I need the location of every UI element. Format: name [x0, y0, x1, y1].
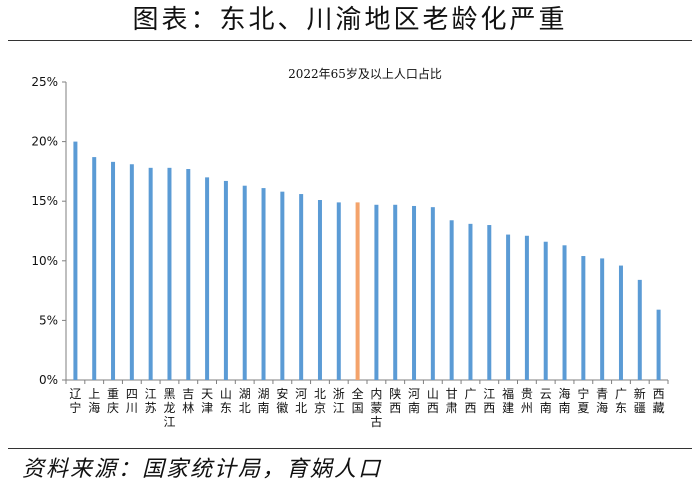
x-tick-label: 云南	[540, 387, 552, 415]
y-tick-label: 25%	[31, 75, 58, 89]
bar-新疆	[637, 279, 642, 380]
bar-上海	[92, 157, 97, 380]
bar-天津	[205, 177, 210, 380]
bar-贵州	[524, 235, 529, 380]
bar-山东	[223, 180, 228, 380]
bar-江苏	[148, 167, 153, 380]
x-tick-label: 湖南	[258, 386, 270, 415]
x-tick-label: 北京	[314, 387, 326, 415]
bar-山西	[430, 207, 435, 380]
x-tick-label: 贵州	[521, 387, 533, 415]
x-tick-label: 上海	[88, 387, 100, 415]
bar-甘肃	[449, 220, 454, 380]
bar-陕西	[393, 204, 398, 380]
x-tick-label: 福建	[502, 386, 514, 415]
bar-河北	[299, 194, 304, 380]
bar-广东	[618, 265, 623, 380]
x-tick-label: 重庆	[107, 387, 119, 415]
bar-浙江	[336, 202, 341, 380]
x-tick-label: 西藏	[653, 387, 665, 415]
y-tick-label: 20%	[31, 135, 58, 149]
x-tick-label: 内蒙古	[370, 387, 382, 429]
bar-湖北	[242, 185, 247, 380]
bar-云南	[543, 241, 548, 380]
x-tick-label: 山西	[427, 387, 439, 415]
bar-全国	[355, 202, 360, 380]
x-tick-label: 江西	[483, 387, 495, 415]
x-tick-labels: 辽宁上海重庆四川江苏黑龙江吉林天津山东湖北湖南安徽河北北京浙江全国内蒙古陕西河南…	[69, 386, 664, 429]
bar-chart: 2022年65岁及以上人口占比 0% 5% 10% 15% 20% 25% 辽宁上海重庆四…	[31, 66, 669, 429]
x-tick-label: 湖北	[239, 386, 251, 415]
chart-title: 2022年65岁及以上人口占比	[288, 66, 442, 81]
x-tick-label: 广西	[464, 387, 476, 415]
y-tick-label: 10%	[31, 254, 58, 268]
bar-北京	[317, 200, 322, 380]
x-tick-label: 广东	[615, 387, 627, 415]
x-tick-label: 宁夏	[577, 386, 589, 415]
x-tick-label: 陕西	[389, 386, 401, 415]
y-tick-label: 5%	[39, 313, 58, 327]
bar-辽宁	[73, 141, 78, 380]
x-tick-label: 四川	[126, 387, 138, 415]
bottom-rule	[8, 448, 692, 449]
x-tick-label: 青海	[596, 387, 608, 415]
bar-安徽	[280, 191, 285, 380]
x-tick-label: 甘肃	[446, 387, 458, 415]
bar-series	[73, 141, 661, 380]
bar-西藏	[656, 309, 661, 380]
x-tick-label: 河南	[408, 387, 420, 415]
x-tick-label: 黑龙江	[163, 387, 175, 429]
bar-海南	[562, 245, 567, 380]
bar-吉林	[186, 169, 191, 380]
source-note: 资料来源：国家统计局，育娲人口	[22, 457, 383, 482]
x-tick-label: 江苏	[145, 387, 157, 415]
bar-江西	[487, 225, 492, 380]
bar-宁夏	[581, 256, 586, 380]
x-tick-label: 浙江	[333, 387, 345, 415]
bar-福建	[506, 234, 511, 380]
bar-重庆	[111, 161, 116, 380]
y-tick-label: 0%	[39, 373, 58, 387]
x-tick-label: 海南	[559, 386, 571, 415]
figure-title: 图表：东北、川渝地区老龄化严重	[132, 5, 568, 35]
bar-青海	[600, 258, 605, 380]
x-tick-label: 河北	[295, 387, 307, 415]
x-tick-label: 山东	[220, 387, 232, 415]
bar-广西	[468, 223, 473, 380]
bar-河南	[412, 205, 417, 380]
x-tick-label: 天津	[201, 387, 213, 415]
x-tick-label: 新疆	[634, 386, 646, 415]
x-tick-label: 吉林	[182, 387, 194, 415]
x-tick-label: 安徽	[276, 386, 288, 415]
bar-四川	[129, 164, 134, 380]
top-rule	[8, 40, 692, 41]
bar-湖南	[261, 188, 266, 380]
bar-黑龙江	[167, 167, 172, 380]
x-tick-label: 全国	[352, 386, 364, 415]
y-tick-label: 15%	[31, 194, 58, 208]
x-tick-label: 辽宁	[69, 387, 81, 415]
bar-内蒙古	[374, 204, 379, 380]
chart-axes: 0% 5% 10% 15% 20% 25%	[31, 75, 669, 387]
